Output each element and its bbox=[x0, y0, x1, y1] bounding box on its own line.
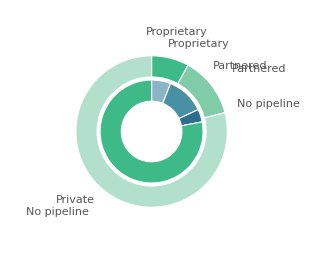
Text: Partnered: Partnered bbox=[232, 64, 287, 74]
Wedge shape bbox=[100, 80, 203, 183]
Text: Private: Private bbox=[56, 195, 95, 205]
Wedge shape bbox=[152, 80, 171, 103]
Wedge shape bbox=[152, 56, 188, 84]
Text: No pipeline: No pipeline bbox=[236, 99, 300, 109]
Wedge shape bbox=[179, 110, 202, 126]
Wedge shape bbox=[76, 56, 227, 207]
Text: Proprietary: Proprietary bbox=[168, 39, 230, 49]
Text: Partnered: Partnered bbox=[213, 61, 267, 71]
Text: Proprietary: Proprietary bbox=[146, 28, 208, 38]
Wedge shape bbox=[178, 65, 225, 118]
Wedge shape bbox=[163, 84, 198, 119]
Text: No pipeline: No pipeline bbox=[26, 207, 89, 217]
